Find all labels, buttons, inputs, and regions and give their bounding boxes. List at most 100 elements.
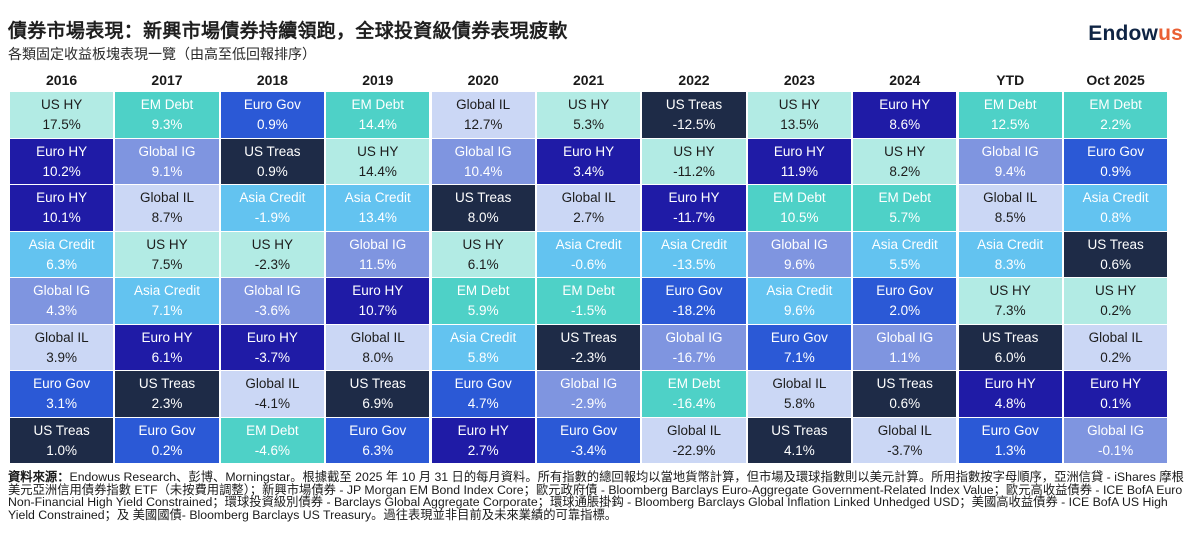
return-value-label: 10.7% <box>358 303 397 318</box>
cell-2019-global-il: Global IL 8.0% <box>326 324 430 370</box>
asset-class-label: Asia Credit <box>766 283 833 298</box>
return-value-label: 0.2% <box>151 442 183 458</box>
cell-2024-asia-credit: Asia Credit 5.5% <box>853 231 957 277</box>
cell-2016-asia-credit: Asia Credit 6.3% <box>10 231 114 277</box>
column-header-oct-2025: Oct 2025 <box>1086 72 1145 88</box>
cell-2018-us-hy: US HY -2.3% <box>220 231 324 277</box>
logo-accent-text: us <box>1158 22 1183 45</box>
asset-class-label: Euro HY <box>1090 376 1142 391</box>
cell-2021-us-hy: US HY 5.3% <box>537 92 641 138</box>
return-value-label: 8.3% <box>994 256 1026 272</box>
return-value-label: -2.3% <box>570 349 607 365</box>
return-value-label: 0.6% <box>1100 256 1131 272</box>
asset-class-label: Global IL <box>1088 329 1143 345</box>
asset-class-label: EM Debt <box>773 190 826 205</box>
asset-class-label: US HY <box>673 143 715 159</box>
return-value-label: 2.7% <box>467 442 499 458</box>
asset-class-label: Global IL <box>139 190 194 205</box>
return-value-label: 5.3% <box>573 117 604 132</box>
column-header-2022: 2022 <box>678 72 710 88</box>
cell-2024-euro-hy: Euro HY 8.6% <box>853 92 957 138</box>
cell-2023-em-debt: EM Debt 10.5% <box>747 185 851 231</box>
cell-2024-us-treas: US Treas 0.6% <box>853 371 957 417</box>
asset-class-label: EM Debt <box>878 190 932 205</box>
return-value-label: -2.9% <box>570 396 607 411</box>
cell-2021-asia-credit: Asia Credit -0.6% <box>537 231 641 277</box>
cell-oct-2025-us-treas: US Treas 0.6% <box>1064 231 1168 277</box>
asset-class-label: Global IL <box>34 329 89 345</box>
column-header-2019: 2019 <box>362 72 394 88</box>
return-value-label: 6.1% <box>467 256 499 272</box>
cell-2023-euro-hy: Euro HY 11.9% <box>747 138 851 184</box>
asset-class-label: Asia Credit <box>660 236 727 252</box>
return-value-label: 10.4% <box>464 163 503 179</box>
return-value-label: 5.7% <box>889 210 921 225</box>
asset-class-label: Euro HY <box>457 422 509 438</box>
cell-2018-euro-hy: Euro HY -3.7% <box>220 324 324 370</box>
page-subtitle: 各類固定收益板塊表現一覽（由高至低回報排序） <box>8 47 316 63</box>
asset-class-label: Euro Gov <box>770 329 828 345</box>
asset-class-label: US HY <box>778 97 821 112</box>
asset-class-label: Euro Gov <box>981 422 1039 438</box>
asset-class-label: Asia Credit <box>450 329 517 345</box>
return-value-label: 10.2% <box>42 163 81 179</box>
cell-2017-us-treas: US Treas 2.3% <box>115 371 219 417</box>
return-value-label: 8.2% <box>889 163 921 179</box>
cell-oct-2025-euro-hy: Euro HY 0.1% <box>1064 371 1168 417</box>
asset-class-label: Euro Gov <box>1087 143 1145 159</box>
return-value-label: 8.5% <box>994 210 1026 225</box>
cell-ytd-us-hy: US HY 7.3% <box>958 278 1062 324</box>
asset-class-label: US HY <box>567 97 610 112</box>
return-value-label: 8.0% <box>362 349 394 365</box>
asset-class-label: Euro Gov <box>876 283 934 298</box>
cell-oct-2025-global-ig: Global IG -0.1% <box>1064 417 1168 463</box>
return-value-label: 4.7% <box>467 396 499 411</box>
asset-class-label: Euro HY <box>352 283 404 298</box>
cell-2022-asia-credit: Asia Credit -13.5% <box>642 231 746 277</box>
cell-2019-em-debt: EM Debt 14.4% <box>326 92 430 138</box>
cell-2018-global-il: Global IL -4.1% <box>220 371 324 417</box>
return-value-label: -11.2% <box>673 163 715 179</box>
return-value-label: -3.4% <box>570 442 607 458</box>
cell-ytd-asia-credit: Asia Credit 8.3% <box>958 231 1062 277</box>
return-value-label: 3.4% <box>573 163 604 179</box>
asset-class-label: Global IL <box>350 329 405 345</box>
cell-2020-global-ig: Global IG 10.4% <box>431 138 535 184</box>
asset-class-label: US HY <box>1094 283 1137 298</box>
return-value-label: -3.7% <box>887 442 923 458</box>
cell-2019-global-ig: Global IG 11.5% <box>326 231 430 277</box>
cell-2024-global-il: Global IL -3.7% <box>853 417 957 463</box>
asset-class-label: Euro HY <box>141 329 193 345</box>
cell-2023-asia-credit: Asia Credit 9.6% <box>747 278 851 324</box>
asset-class-label: US Treas <box>771 422 828 438</box>
cell-2021-em-debt: EM Debt -1.5% <box>537 278 641 324</box>
cell-2018-asia-credit: Asia Credit -1.9% <box>220 185 324 231</box>
asset-class-label: US HY <box>40 97 83 112</box>
return-value-label: 6.3% <box>362 442 394 458</box>
return-value-label: 10.1% <box>42 210 81 225</box>
cell-2022-global-il: Global IL -22.9% <box>642 417 746 463</box>
return-value-label: 17.5% <box>42 117 81 132</box>
return-value-label: 13.5% <box>780 117 819 132</box>
cell-2022-us-treas: US Treas -12.5% <box>642 92 746 138</box>
cell-2023-us-treas: US Treas 4.1% <box>747 417 851 463</box>
cell-2018-global-ig: Global IG -3.6% <box>220 278 324 324</box>
cell-2020-us-treas: US Treas 8.0% <box>431 185 535 231</box>
return-value-label: 0.6% <box>889 396 921 411</box>
return-value-label: 6.1% <box>151 349 183 365</box>
return-value-label: 4.1% <box>784 442 815 458</box>
asset-class-label: US Treas <box>244 143 301 159</box>
asset-class-label: US HY <box>462 236 504 252</box>
return-value-label: -0.6% <box>570 256 607 272</box>
return-value-label: 0.9% <box>257 163 288 179</box>
returns-quilt-table: 2016 US HY 17.5% Euro HY 10.2% Euro HY 10.1% As… <box>10 70 1185 464</box>
cell-2016-euro-hy: Euro HY 10.1% <box>10 185 114 231</box>
asset-class-label: Euro Gov <box>665 283 723 298</box>
asset-class-label: Asia Credit <box>555 236 622 252</box>
cell-2019-asia-credit: Asia Credit 13.4% <box>326 185 430 231</box>
cell-2017-global-ig: Global IG 9.1% <box>115 138 219 184</box>
asset-class-label: Euro Gov <box>454 376 512 391</box>
asset-class-label: Asia Credit <box>1082 190 1149 205</box>
return-value-label: 0.8% <box>1100 210 1131 225</box>
cell-2021-euro-hy: Euro HY 3.4% <box>537 138 641 184</box>
